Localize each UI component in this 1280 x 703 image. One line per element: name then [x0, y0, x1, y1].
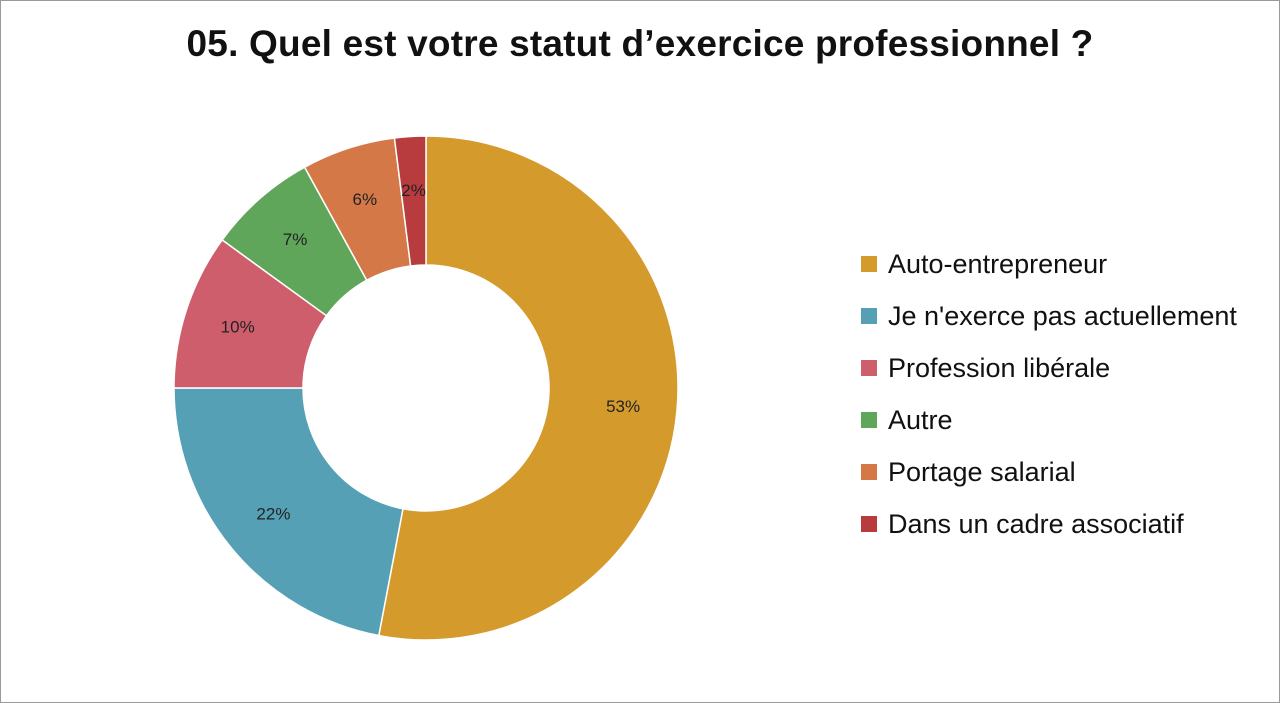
- data-label-5: 2%: [401, 181, 426, 200]
- legend-item: Je n'exerce pas actuellement: [861, 290, 1237, 342]
- legend-label: Autre: [888, 404, 953, 435]
- data-label-4: 6%: [353, 190, 378, 209]
- legend-label: Auto-entrepreneur: [888, 248, 1108, 279]
- legend-item: Dans un cadre associatif: [861, 498, 1237, 550]
- donut-slice-auto-entrepreneur: [377, 135, 679, 641]
- legend-item: Autre: [861, 394, 1237, 446]
- legend-label: Portage salarial: [888, 456, 1076, 487]
- legend: Auto-entrepreneur Je n'exerce pas actuell…: [861, 238, 1237, 550]
- legend-swatch: [861, 516, 877, 532]
- legend-swatch: [861, 308, 877, 324]
- legend-label: Je n'exerce pas actuellement: [888, 300, 1237, 331]
- legend-swatch: [861, 360, 877, 376]
- data-label-1: 22%: [256, 505, 290, 524]
- donut-slice-je-n-exerce-pas-actuellement: [173, 387, 404, 637]
- legend-label: Dans un cadre associatif: [888, 508, 1184, 539]
- donut-slice-dans-un-cadre-associatif: [393, 135, 427, 267]
- data-label-3: 7%: [283, 230, 308, 249]
- legend-label: Profession libérale: [888, 352, 1111, 383]
- chart-title: 05. Quel est votre statut d’exercice pro…: [186, 23, 1094, 64]
- data-label-2: 10%: [221, 317, 255, 336]
- legend-swatch: [861, 464, 877, 480]
- legend-item: Auto-entrepreneur: [861, 238, 1237, 290]
- legend-item: Profession libérale: [861, 342, 1237, 394]
- legend-item: Portage salarial: [861, 446, 1237, 498]
- data-label-0: 53%: [606, 397, 640, 416]
- legend-swatch: [861, 412, 877, 428]
- legend-swatch: [861, 256, 877, 272]
